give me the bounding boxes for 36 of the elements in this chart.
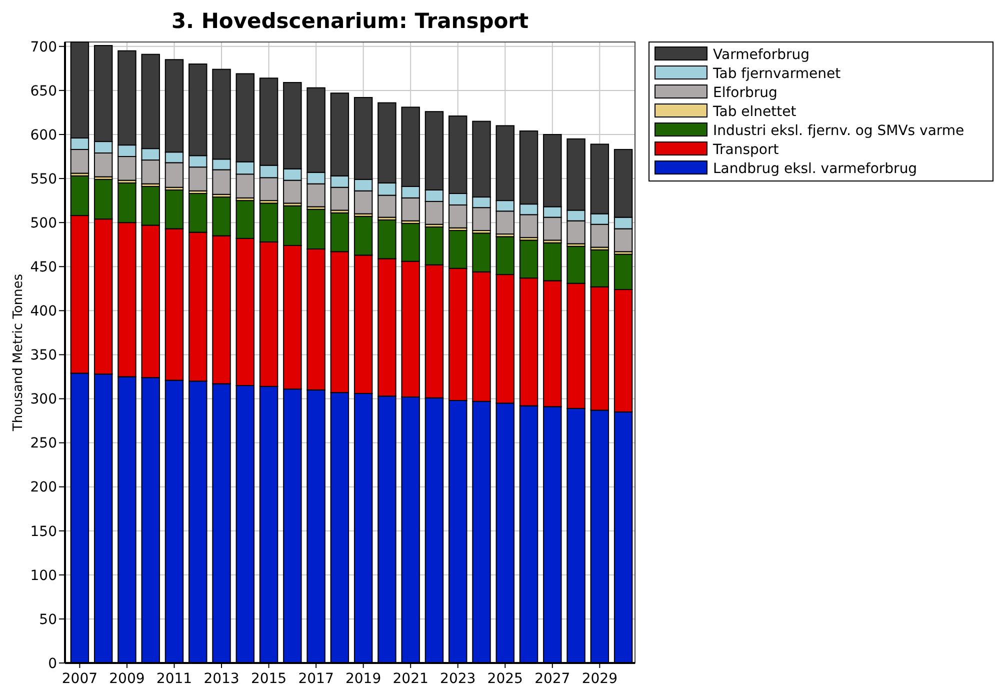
x-tick-label: 2009 (109, 671, 145, 687)
y-tick-label: 350 (30, 348, 57, 364)
y-tick-label: 100 (30, 568, 57, 584)
legend-label: Tab elnettet (712, 104, 797, 120)
legend-label: Transport (712, 142, 780, 158)
y-tick-label: 0 (48, 656, 57, 672)
legend-label: Landbrug eksl. varmeforbrug (713, 160, 918, 177)
y-tick-label: 600 (30, 127, 57, 144)
y-tick-label: 450 (30, 260, 57, 276)
legend-label: Tab fjernvarmenet (712, 66, 842, 82)
legend-label: Varmeforbrug (713, 46, 810, 63)
x-tick-label: 2007 (62, 671, 98, 687)
x-tick-label: 2013 (204, 671, 240, 687)
x-tick-label: 2025 (487, 671, 523, 687)
x-tick-label: 2017 (298, 671, 334, 687)
x-tick-label: 2023 (440, 671, 476, 687)
x-tick-label: 2015 (250, 671, 287, 687)
x-tick-label: 2027 (534, 671, 570, 687)
x-tick-label: 2029 (582, 671, 618, 687)
x-tick-label: 2019 (345, 671, 382, 687)
y-tick-label: 650 (30, 83, 57, 100)
y-tick-label: 250 (30, 436, 57, 452)
y-tick-label: 300 (30, 392, 57, 408)
legend-label: Industri eksl. fjernv. og SMVs varme (713, 122, 964, 139)
y-tick-label: 150 (30, 524, 57, 540)
legend-label: Elforbrug (713, 84, 778, 101)
chart-title: 3. Hovedscenarium: Transport (171, 9, 529, 33)
y-axis-title: Thousand Metric Tonnes (11, 274, 26, 432)
x-tick-label: 2021 (392, 671, 428, 687)
y-tick-label: 200 (30, 480, 57, 496)
y-tick-label: 550 (30, 171, 57, 188)
y-tick-label: 400 (30, 304, 57, 320)
y-tick-label: 500 (30, 215, 57, 232)
y-tick-label: 700 (30, 39, 57, 56)
y-tick-label: 50 (39, 612, 57, 628)
x-tick-label: 2011 (156, 671, 192, 687)
